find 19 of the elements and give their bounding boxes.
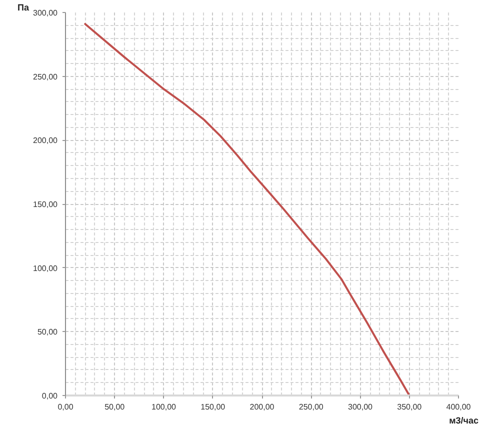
x-tick-label: 0,00: [58, 402, 74, 412]
x-tick-label: 200,00: [250, 402, 275, 412]
y-tick-label: 50,00: [37, 328, 58, 337]
y-axis-title: Па: [18, 2, 30, 12]
x-tick-label: 150,00: [200, 402, 226, 412]
y-tick-label: 200,00: [33, 136, 58, 146]
line-series: [84, 22, 410, 396]
x-tick-label: 100,00: [152, 402, 177, 412]
x-tick-label: 400,00: [446, 402, 472, 412]
y-tick-label: 0,00: [42, 392, 58, 400]
x-axis-title: м3/час: [449, 416, 479, 426]
x-tick-label: 300,00: [348, 402, 374, 412]
y-tick-label: 300,00: [33, 8, 58, 18]
y-tick-label: 150,00: [33, 200, 58, 209]
x-tick-label: 350,00: [397, 402, 422, 412]
x-tick-label: 250,00: [298, 402, 324, 412]
y-tick-label: 250,00: [33, 72, 58, 82]
y-tick-label: 100,00: [33, 264, 58, 273]
x-tick-label: 50,00: [104, 402, 126, 412]
